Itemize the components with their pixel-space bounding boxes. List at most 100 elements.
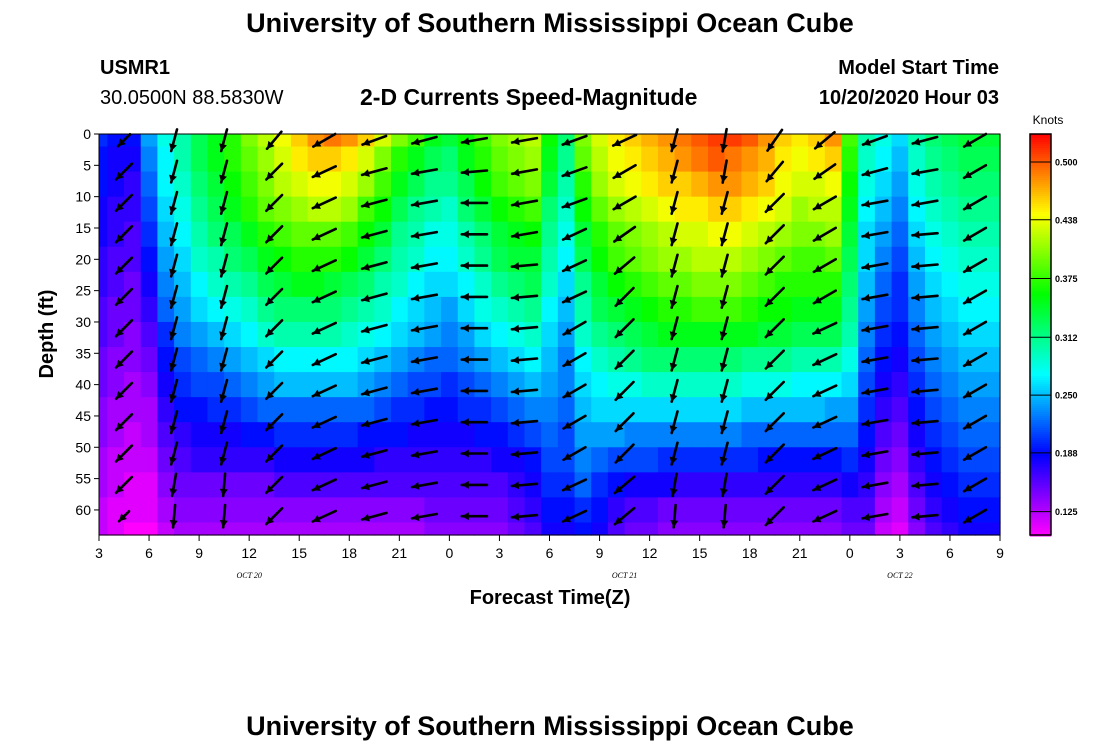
heatmap-cell (891, 146, 909, 173)
colorbar-swatch (1030, 488, 1051, 491)
arrow-head (116, 234, 124, 243)
current-arrow (169, 503, 178, 529)
arrow-head (862, 293, 870, 302)
heatmap-cell (207, 321, 225, 348)
heatmap-cell (124, 196, 142, 223)
heatmap-cell (641, 397, 659, 423)
arrow-head (512, 137, 520, 146)
heatmap-cell (424, 171, 442, 198)
heatmap-cell (491, 171, 509, 198)
current-arrow (410, 168, 439, 177)
heatmap-cell (541, 196, 559, 223)
current-arrow (169, 128, 179, 153)
heatmap-cell (240, 347, 259, 373)
heatmap-cell (541, 397, 559, 423)
heatmap-cell (691, 246, 709, 273)
colorbar-swatch (1030, 210, 1051, 213)
current-arrow (962, 414, 988, 430)
heatmap-cell (107, 372, 125, 398)
heatmap-cell (841, 196, 859, 223)
current-arrow (219, 190, 229, 215)
heatmap-cell (224, 472, 242, 498)
heatmap-cell (374, 372, 392, 398)
arrow-head (813, 358, 822, 366)
heatmap-cell (157, 246, 175, 273)
x-tick-label: 9 (596, 545, 604, 561)
arrow-head (720, 175, 728, 183)
current-arrow (719, 347, 729, 372)
arrow-head (766, 173, 775, 182)
current-arrow (169, 222, 179, 247)
heatmap-cell (99, 171, 108, 198)
heatmap-cell (340, 472, 359, 498)
arrow-head (862, 356, 870, 365)
current-arrow (410, 230, 439, 240)
arrow-head (912, 230, 920, 239)
heatmap-cell (190, 397, 209, 423)
heatmap-cell (741, 472, 759, 498)
heatmap-cell (908, 447, 926, 473)
y-tick-label: 30 (75, 314, 91, 330)
heatmap-cell (441, 472, 459, 498)
heatmap-cell (924, 271, 943, 298)
heatmap-cell (140, 146, 158, 173)
arrow-head (169, 425, 177, 433)
current-arrow (561, 258, 588, 273)
heatmap-cell (324, 422, 342, 448)
arrow-head (815, 140, 824, 149)
heatmap-cell (674, 447, 692, 473)
colorbar-swatch (1030, 482, 1051, 485)
heatmap-cell (741, 246, 759, 273)
heatmap-cell (624, 221, 642, 248)
heatmap-cell (974, 321, 993, 348)
heatmap-cell (290, 347, 309, 373)
arrow-head (266, 265, 275, 274)
heatmap-cell (99, 271, 108, 298)
heatmap-cell (941, 196, 959, 223)
heatmap-cell (190, 422, 209, 448)
colorbar-swatch (1030, 334, 1051, 337)
colorbar-swatch (1030, 136, 1051, 139)
heatmap-cell (607, 422, 626, 448)
heatmap-cell (758, 296, 776, 323)
heatmap-cell (891, 422, 909, 448)
current-arrow (764, 317, 786, 339)
heatmap-cell (174, 447, 192, 473)
heatmap-cell (641, 372, 659, 398)
heatmap-cell (641, 134, 659, 148)
heatmap-cell (924, 447, 943, 473)
arrow-head (669, 205, 678, 214)
colorbar-swatch (1030, 222, 1051, 225)
heatmap-cell (724, 171, 742, 198)
arrow-head (312, 389, 321, 397)
current-arrow (311, 165, 338, 179)
arrow-head (862, 200, 870, 208)
colorbar-swatch (1030, 230, 1051, 233)
heatmap-cell (708, 397, 726, 423)
heatmap-cell (858, 321, 876, 348)
heatmap-cell (174, 246, 192, 273)
current-arrow (410, 418, 439, 428)
heatmap-cell (557, 422, 576, 448)
arrow-head (461, 230, 469, 239)
current-arrow (962, 320, 988, 336)
heatmap-cell (824, 146, 843, 173)
heatmap-cell (708, 522, 726, 536)
current-arrow (410, 199, 439, 208)
heatmap-cell (474, 171, 492, 198)
heatmap-cell (824, 134, 843, 148)
heatmap-cell (407, 447, 425, 473)
heatmap-cell (858, 271, 876, 298)
current-vectors (114, 127, 988, 529)
heatmap-cell (324, 522, 342, 536)
current-arrow (561, 227, 588, 241)
arrow-head (813, 452, 822, 460)
heatmap-cell (541, 497, 559, 524)
heatmap-cell (140, 447, 158, 473)
arrow-head (219, 362, 227, 371)
current-arrow (861, 387, 889, 396)
colorbar-swatch (1030, 246, 1051, 249)
heatmap-cell (891, 472, 909, 498)
colorbar-swatch (1030, 140, 1051, 143)
